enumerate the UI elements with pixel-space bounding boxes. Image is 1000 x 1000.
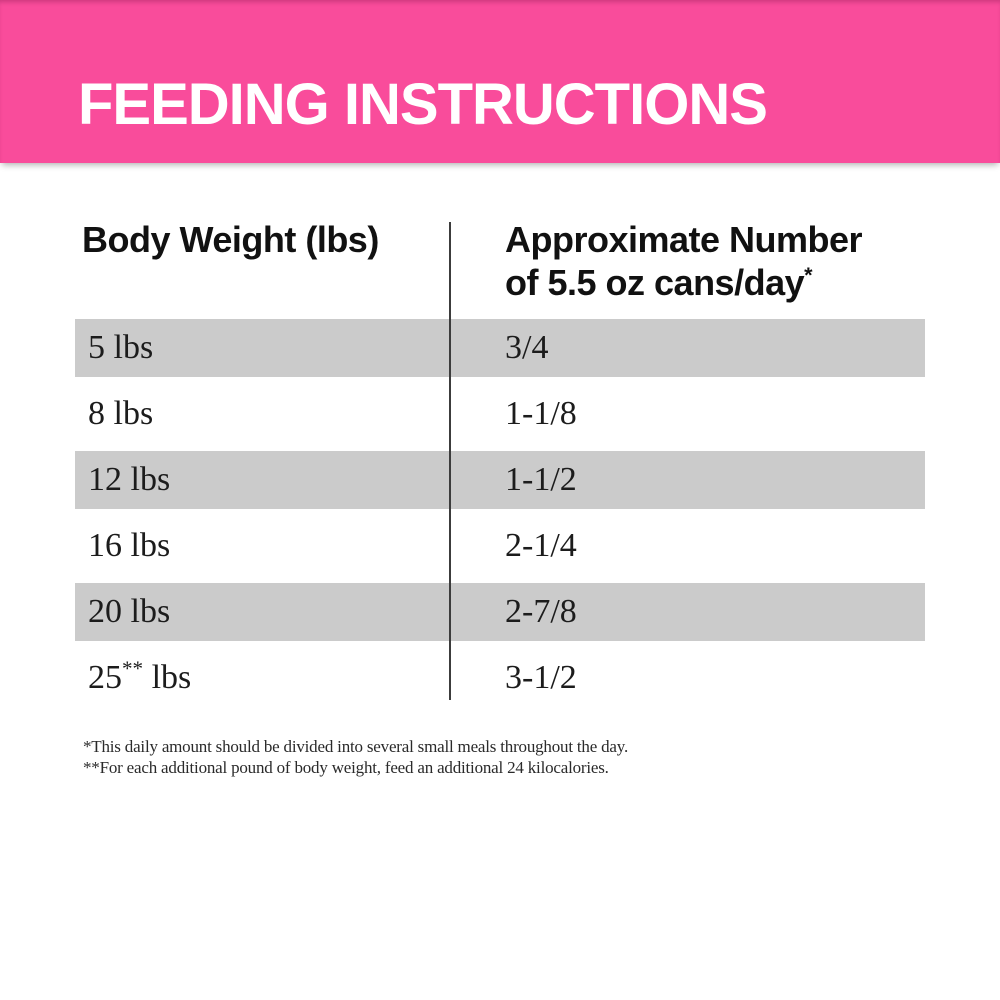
footnote-line: **For each additional pound of body weig… bbox=[83, 758, 609, 777]
table-row: 5 lbs 3/4 bbox=[75, 315, 925, 381]
cans-per-day-cell: 2-1/4 bbox=[505, 527, 577, 564]
weight-value: 25 bbox=[88, 659, 122, 696]
column-header-cans-line1: Approximate Number bbox=[505, 219, 863, 260]
weight-unit: lbs bbox=[143, 659, 192, 696]
column-divider bbox=[449, 222, 451, 700]
footnote-line: *This daily amount should be divided int… bbox=[83, 737, 629, 756]
cans-per-day-cell: 1-1/2 bbox=[505, 461, 577, 498]
table-row: 8 lbs 1-1/8 bbox=[75, 381, 925, 447]
weight-value: 20 bbox=[88, 593, 122, 630]
body-weight-cell: 16 lbs bbox=[75, 527, 505, 565]
column-header-body-weight: Body Weight (lbs) bbox=[82, 219, 379, 260]
weight-unit: lbs bbox=[122, 461, 171, 498]
cans-per-day-cell: 3/4 bbox=[505, 329, 549, 366]
footnote-marker: ** bbox=[122, 656, 144, 681]
table-row: 16 lbs 2-1/4 bbox=[75, 513, 925, 579]
weight-unit: lbs bbox=[122, 593, 171, 630]
weight-unit: lbs bbox=[105, 329, 154, 366]
body-weight-cell: 25** lbs bbox=[75, 656, 505, 697]
body-weight-cell: 8 lbs bbox=[75, 395, 505, 433]
column-header-cans-line2: of 5.5 oz cans/day bbox=[505, 262, 805, 303]
cans-per-day-cell: 1-1/8 bbox=[505, 395, 577, 432]
body-weight-cell: 5 lbs bbox=[75, 329, 505, 367]
column-header-cans-per-day: Approximate Number of 5.5 oz cans/day* bbox=[505, 218, 863, 304]
body-weight-cell: 12 lbs bbox=[75, 461, 505, 499]
table-row: 20 lbs 2-7/8 bbox=[75, 579, 925, 645]
footnote-marker-single: * bbox=[804, 262, 813, 287]
weight-value: 8 bbox=[88, 395, 105, 432]
weight-value: 16 bbox=[88, 527, 122, 564]
weight-value: 12 bbox=[88, 461, 122, 498]
body-weight-cell: 20 lbs bbox=[75, 593, 505, 631]
feeding-table: 5 lbs 3/4 8 lbs 1-1/8 12 lbs 1-1/2 16 lb… bbox=[75, 315, 925, 711]
table-row: 12 lbs 1-1/2 bbox=[75, 447, 925, 513]
footnotes: *This daily amount should be divided int… bbox=[83, 736, 628, 778]
cans-per-day-cell: 3-1/2 bbox=[505, 659, 577, 696]
cans-per-day-cell: 2-7/8 bbox=[505, 593, 577, 630]
weight-value: 5 bbox=[88, 329, 105, 366]
page-title: FEEDING INSTRUCTIONS bbox=[78, 72, 768, 137]
weight-unit: lbs bbox=[122, 527, 171, 564]
weight-unit: lbs bbox=[105, 395, 154, 432]
table-row: 25** lbs 3-1/2 bbox=[75, 645, 925, 711]
header-banner: FEEDING INSTRUCTIONS bbox=[0, 0, 1000, 163]
